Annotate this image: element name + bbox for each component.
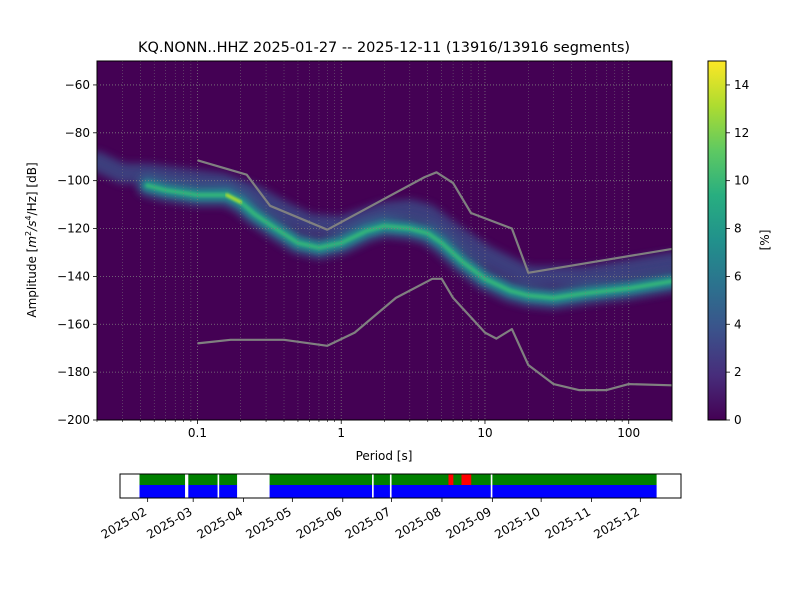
y-axis-label: Amplitude [m2/s4/Hz] [dB] <box>24 162 39 317</box>
colorbar-tick-label: 2 <box>734 365 742 379</box>
y-tick-label: −60 <box>65 78 90 92</box>
timeline-available-segment <box>269 485 373 498</box>
colorbar-tick-label: 6 <box>734 269 742 283</box>
timeline-tick-label: 2025-04 <box>195 504 245 541</box>
colorbar: 0 2 4 6 8 10 12 14 [%] <box>707 60 772 427</box>
timeline-tick-label: 2025-06 <box>294 504 344 541</box>
timeline-flagged-segment <box>448 474 454 485</box>
colorbar-label: [%] <box>758 230 772 251</box>
timeline-available-segment <box>219 485 238 498</box>
x-tick-label: 100 <box>617 426 640 440</box>
timeline-tick-label: 2025-09 <box>443 504 493 541</box>
timeline-tick-label: 2025-05 <box>243 504 293 541</box>
y-tick-label: −180 <box>57 365 90 379</box>
colorbar-tick-label: 10 <box>734 174 749 188</box>
timeline-tick-label: 2025-11 <box>543 504 593 541</box>
colorbar-ticks: 0 2 4 6 8 10 12 14 <box>726 78 749 427</box>
x-axis-label: Period [s] <box>356 449 413 463</box>
timeline-tick-label: 2025-02 <box>99 504 149 541</box>
timeline-tick-label: 2025-12 <box>591 504 641 541</box>
y-tick-label: −160 <box>57 317 90 331</box>
colorbar-tick-label: 14 <box>734 78 749 92</box>
timeline-available-segment <box>373 485 390 498</box>
timeline-available-segment <box>492 485 657 498</box>
density-peak <box>225 193 243 204</box>
x-tick-label: 1 <box>337 426 345 440</box>
x-tick-label: 10 <box>477 426 492 440</box>
x-axis-ticks: 0.1 1 10 100 <box>96 420 673 440</box>
colorbar-gradient <box>707 60 727 421</box>
timeline-available-segment <box>391 485 491 498</box>
timeline-available-segment <box>139 485 186 498</box>
timeline-used-segment <box>373 474 390 485</box>
y-tick-label: −100 <box>57 174 90 188</box>
psd-plot-area <box>96 60 673 421</box>
plot-background <box>97 61 672 420</box>
colorbar-tick-label: 8 <box>734 222 742 236</box>
timeline-used-segment <box>391 474 491 485</box>
timeline-flagged-segment <box>461 474 472 485</box>
x-tick-label: 0.1 <box>188 426 207 440</box>
timeline-tick-label: 2025-08 <box>393 504 443 541</box>
y-axis-label-exp-4: 4 <box>24 215 33 220</box>
timeline-frame <box>119 473 682 499</box>
y-axis-label-unit-hz: /Hz] [dB] <box>25 162 39 215</box>
timeline-tick-label: 2025-10 <box>492 504 542 541</box>
y-axis-label-exp-2: 2 <box>24 231 33 236</box>
timeline-segments <box>139 474 657 498</box>
y-tick-label: −80 <box>65 126 90 140</box>
colorbar-tick-label: 12 <box>734 126 749 140</box>
y-tick-label: −200 <box>57 413 90 427</box>
chart-title: KQ.NONN..HHZ 2025-01-27 -- 2025-12-11 (1… <box>138 40 630 56</box>
y-tick-label: −140 <box>57 269 90 283</box>
timeline-tick-label: 2025-03 <box>144 504 194 541</box>
low-noise-model-line <box>197 277 672 392</box>
timeline-used-segment <box>188 474 218 485</box>
timeline-available-segment <box>188 485 218 498</box>
y-tick-label: −120 <box>57 222 90 236</box>
timeline-used-segment <box>139 474 186 485</box>
y-axis-label-unit-m: m <box>25 236 39 248</box>
colorbar-tick-label: 4 <box>734 317 742 331</box>
y-axis-ticks: −60 −80 −100 −120 −140 −160 −180 −200 <box>57 78 97 427</box>
timeline-used-segment <box>269 474 373 485</box>
timeline-used-segment <box>219 474 238 485</box>
y-axis-label-unit-s: /s <box>25 221 39 232</box>
timeline-tick-label: 2025-07 <box>343 504 393 541</box>
y-axis-label-prefix: Amplitude [ <box>25 248 39 318</box>
timeline-used-segment <box>492 474 657 485</box>
noise-model-lines <box>197 159 672 392</box>
density-ridge-upper <box>97 151 672 287</box>
colorbar-tick-label: 0 <box>734 413 742 427</box>
high-noise-model-line <box>197 159 672 274</box>
